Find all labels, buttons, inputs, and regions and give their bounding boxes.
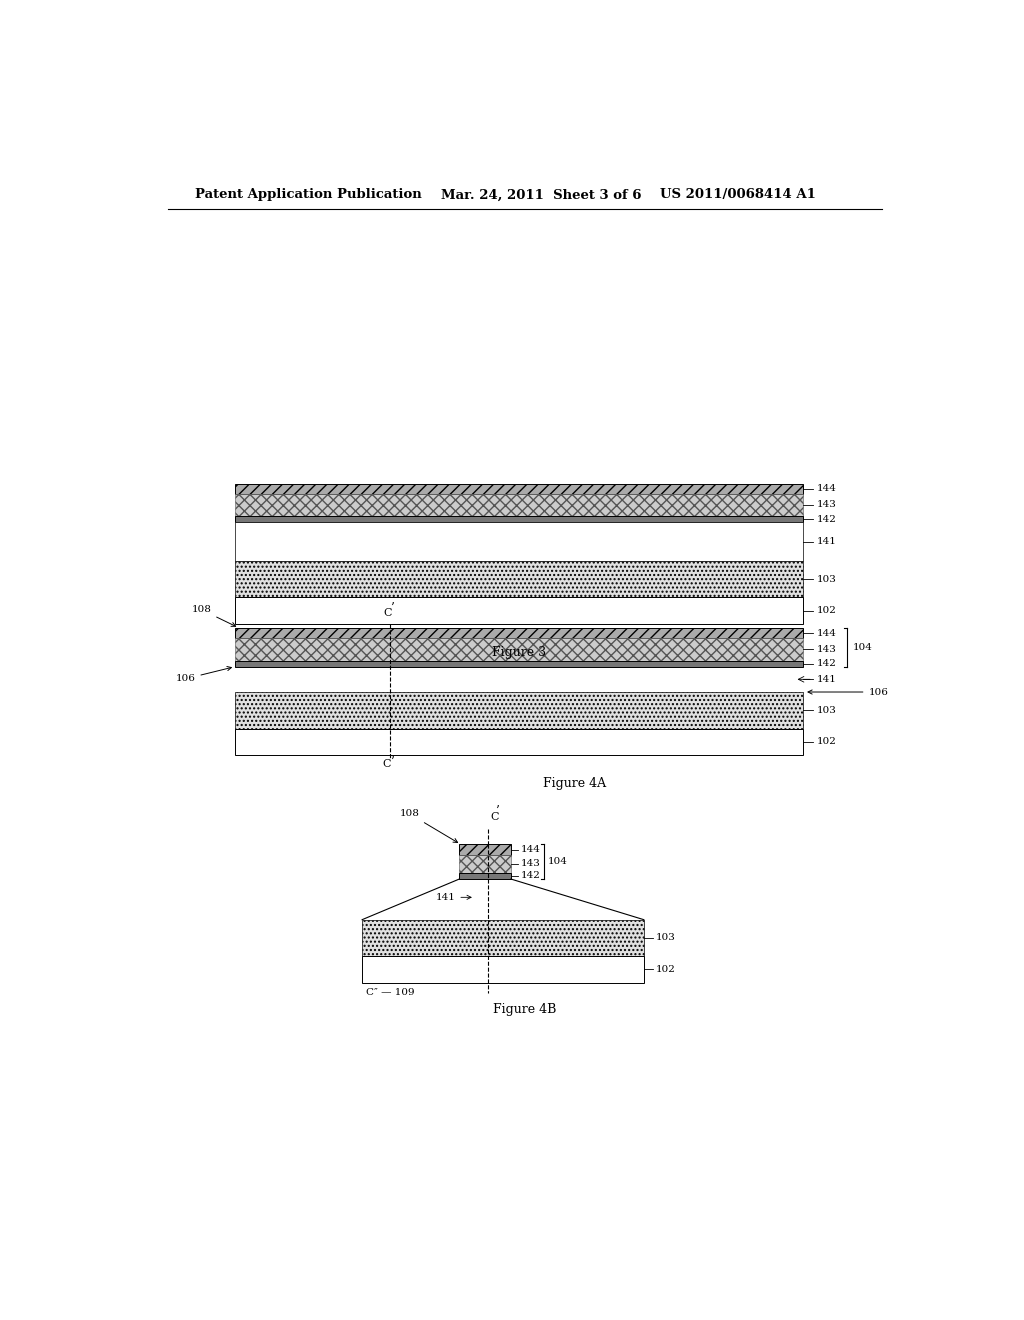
Bar: [236, 523, 803, 561]
Text: ’: ’: [390, 756, 394, 770]
Text: Mar. 24, 2011  Sheet 3 of 6: Mar. 24, 2011 Sheet 3 of 6: [441, 189, 642, 202]
Bar: [362, 920, 644, 956]
Text: C″ — 109: C″ — 109: [367, 987, 415, 997]
Text: 142: 142: [817, 515, 837, 524]
Text: 102: 102: [655, 965, 676, 974]
Bar: [460, 873, 511, 879]
Text: 141: 141: [435, 892, 471, 902]
Text: Figure 4A: Figure 4A: [543, 777, 606, 791]
Text: 106: 106: [808, 688, 888, 697]
Text: 106: 106: [176, 667, 231, 684]
Bar: [460, 854, 511, 873]
Text: 102: 102: [817, 606, 837, 615]
Text: 104: 104: [548, 857, 568, 866]
Text: ’: ’: [496, 805, 500, 818]
Bar: [236, 483, 803, 494]
Text: 104: 104: [853, 643, 872, 652]
Text: 143: 143: [817, 645, 837, 653]
Bar: [236, 660, 803, 667]
Text: 143: 143: [520, 859, 541, 869]
Text: 103: 103: [817, 574, 837, 583]
Text: 141: 141: [817, 537, 837, 546]
Text: 108: 108: [191, 605, 236, 627]
Text: C: C: [489, 812, 499, 822]
Text: 103: 103: [817, 706, 837, 715]
Text: 142: 142: [520, 871, 541, 880]
Bar: [236, 598, 803, 624]
Bar: [236, 516, 803, 523]
Text: 144: 144: [520, 845, 541, 854]
Bar: [236, 494, 803, 516]
Text: 103: 103: [655, 933, 676, 942]
Bar: [236, 692, 803, 729]
Text: Patent Application Publication: Patent Application Publication: [196, 189, 422, 202]
Text: ’: ’: [390, 602, 394, 615]
Bar: [236, 729, 803, 755]
Bar: [236, 628, 803, 638]
Text: C: C: [384, 607, 392, 618]
Bar: [460, 845, 511, 854]
Text: 142: 142: [817, 659, 837, 668]
Text: 141: 141: [817, 675, 837, 684]
Text: US 2011/0068414 A1: US 2011/0068414 A1: [659, 189, 815, 202]
Text: 102: 102: [817, 738, 837, 746]
Text: Figure 3: Figure 3: [492, 647, 546, 659]
Text: 144: 144: [817, 628, 837, 638]
Text: C: C: [382, 759, 390, 770]
Text: Figure 4B: Figure 4B: [494, 1003, 556, 1016]
Text: 144: 144: [817, 484, 837, 494]
Bar: [362, 956, 644, 982]
Bar: [236, 561, 803, 598]
Text: 108: 108: [399, 809, 458, 842]
Bar: [236, 638, 803, 660]
Text: 143: 143: [817, 500, 837, 510]
